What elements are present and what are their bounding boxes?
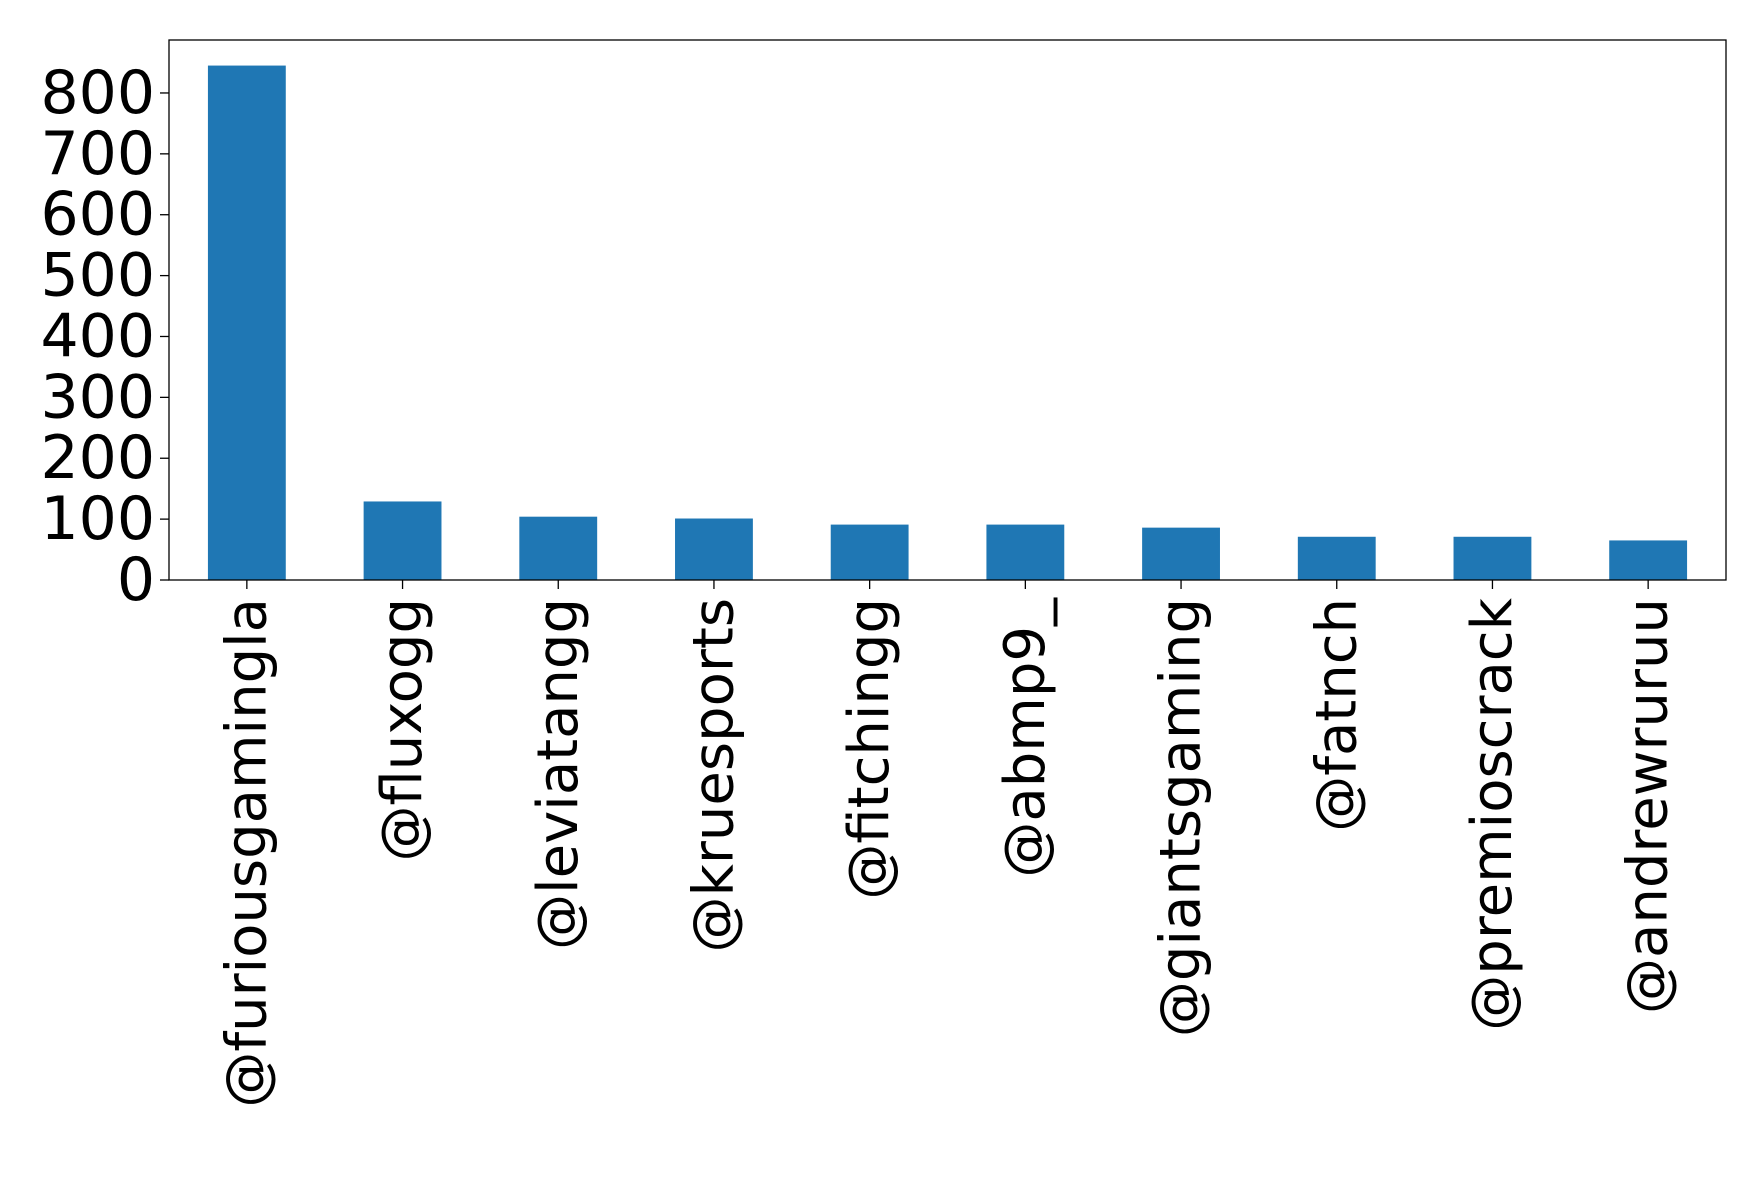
bar xyxy=(519,516,598,580)
y-tick-label: 500 xyxy=(40,241,155,311)
y-tick-label: 400 xyxy=(40,301,155,371)
y-tick-label: 700 xyxy=(40,119,155,189)
bar xyxy=(1453,536,1532,580)
bars-group xyxy=(207,65,1688,580)
x-tick-label: @furiousgamingla xyxy=(214,598,279,1108)
bar xyxy=(675,518,753,580)
x-tick-label: @fluxogg xyxy=(370,598,435,862)
x-tick-label: @fitchingg xyxy=(837,598,902,900)
x-tick-label: @premioscrack xyxy=(1460,597,1525,1030)
y-tick-label: 200 xyxy=(40,423,155,493)
x-tick-label: @andrewruruu xyxy=(1616,598,1681,1014)
x-tick-label: @fatnch xyxy=(1304,598,1369,832)
bar xyxy=(363,501,442,580)
y-tick-label: 800 xyxy=(40,58,155,128)
bar xyxy=(986,524,1065,580)
y-tick-label: 300 xyxy=(40,362,155,432)
y-tick-label: 0 xyxy=(117,545,155,615)
y-tick-label: 600 xyxy=(40,180,155,250)
x-tick-label: @kruesports xyxy=(681,598,746,953)
x-axis: @furiousgamingla @fluxogg @leviatangg @krue… xyxy=(214,580,1681,1108)
plot-area-frame xyxy=(168,39,1727,581)
x-tick-label: @abmp9_ xyxy=(993,597,1058,878)
bar xyxy=(1609,540,1688,580)
y-tick-label: 100 xyxy=(40,484,155,554)
x-tick-label: @leviatangg xyxy=(526,598,591,950)
bar xyxy=(1297,536,1376,580)
bar xyxy=(1142,527,1220,580)
bar xyxy=(207,65,286,580)
x-tick-label: @giantsgaming xyxy=(1149,598,1214,1037)
bar xyxy=(830,524,909,580)
